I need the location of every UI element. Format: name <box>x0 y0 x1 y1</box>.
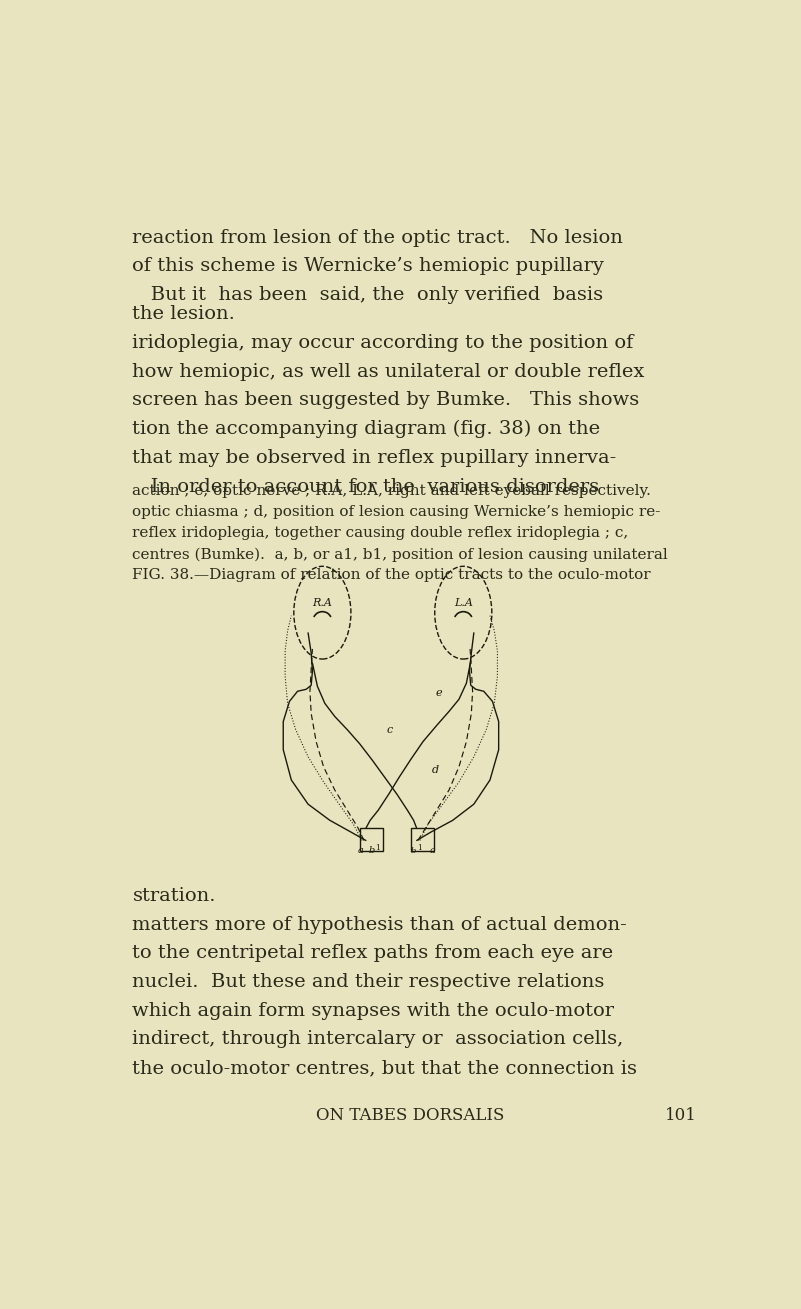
Text: reflex iridoplegia, together causing double reflex iridoplegia ; c,: reflex iridoplegia, together causing dou… <box>132 526 629 541</box>
Text: to the centripetal reflex paths from each eye are: to the centripetal reflex paths from eac… <box>132 944 614 962</box>
Text: centres (Bumke).  a, b, or a1, b1, position of lesion causing unilateral: centres (Bumke). a, b, or a1, b1, positi… <box>132 547 668 562</box>
Text: iridoplegia, may occur according to the position of: iridoplegia, may occur according to the … <box>132 334 634 352</box>
Text: L.A: L.A <box>454 598 473 607</box>
Text: FIG. 38.—Diagram of relation of the optic tracts to the oculo-motor: FIG. 38.—Diagram of relation of the opti… <box>132 568 651 583</box>
Text: tion the accompanying diagram (fig. 38) on the: tion the accompanying diagram (fig. 38) … <box>132 420 601 439</box>
Text: of this scheme is Wernicke’s hemiopic pupillary: of this scheme is Wernicke’s hemiopic pu… <box>132 258 604 275</box>
Text: a: a <box>358 846 364 855</box>
Text: e: e <box>435 689 442 698</box>
Text: b: b <box>410 847 416 855</box>
Text: action ; e, optic nerve ; R.A, L.A, right and left eyeball respectively.: action ; e, optic nerve ; R.A, L.A, righ… <box>132 483 651 497</box>
Text: indirect, through intercalary or  association cells,: indirect, through intercalary or associa… <box>132 1030 624 1049</box>
Text: how hemiopic, as well as unilateral or double reflex: how hemiopic, as well as unilateral or d… <box>132 363 645 381</box>
Bar <box>360 829 383 851</box>
Text: a: a <box>430 846 436 855</box>
Text: nuclei.  But these and their respective relations: nuclei. But these and their respective r… <box>132 973 605 991</box>
Text: the lesion.: the lesion. <box>132 305 235 323</box>
Bar <box>410 829 434 851</box>
Text: d: d <box>432 764 439 775</box>
Text: matters more of hypothesis than of actual demon-: matters more of hypothesis than of actua… <box>132 915 627 933</box>
Text: ON TABES DORSALIS: ON TABES DORSALIS <box>316 1106 505 1123</box>
Text: screen has been suggested by Bumke.   This shows: screen has been suggested by Bumke. This… <box>132 391 640 410</box>
Text: stration.: stration. <box>132 886 216 905</box>
Text: But it  has been  said, the  only verified  basis: But it has been said, the only verified … <box>132 287 603 304</box>
Text: In order to account for the  various disorders: In order to account for the various diso… <box>132 478 599 496</box>
Text: 1: 1 <box>375 843 380 852</box>
Text: b: b <box>368 846 375 855</box>
Text: which again form synapses with the oculo-motor: which again form synapses with the oculo… <box>132 1001 614 1020</box>
Text: that may be observed in reflex pupillary innerva-: that may be observed in reflex pupillary… <box>132 449 617 467</box>
Text: reaction from lesion of the optic tract.   No lesion: reaction from lesion of the optic tract.… <box>132 229 623 246</box>
Text: optic chiasma ; d, position of lesion causing Wernicke’s hemiopic re-: optic chiasma ; d, position of lesion ca… <box>132 505 661 518</box>
Text: 1: 1 <box>417 843 421 852</box>
Text: 101: 101 <box>665 1106 697 1123</box>
Text: c: c <box>386 725 392 734</box>
Text: the oculo-motor centres, but that the connection is: the oculo-motor centres, but that the co… <box>132 1059 638 1077</box>
Text: R.A: R.A <box>312 598 332 607</box>
